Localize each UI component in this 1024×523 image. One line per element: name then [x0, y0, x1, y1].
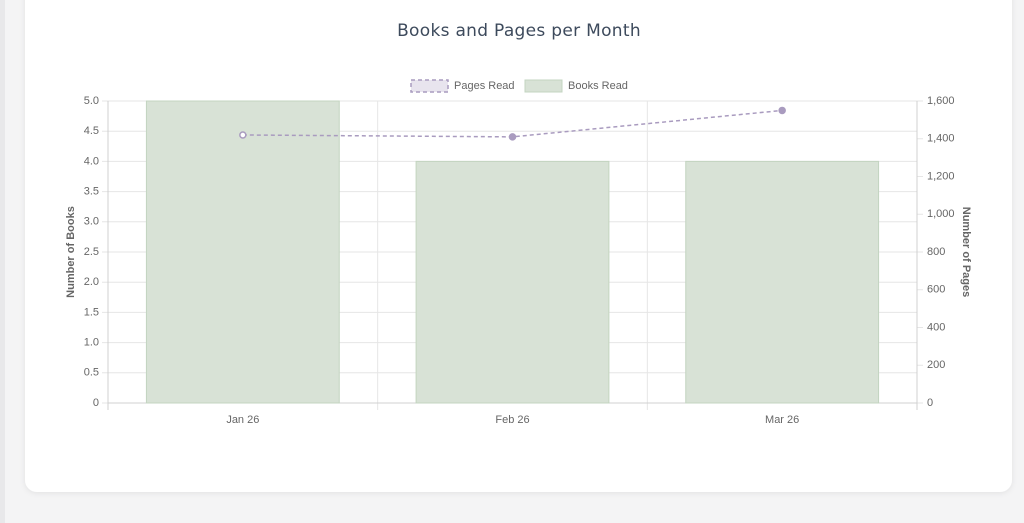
- legend-label: Books Read: [568, 80, 628, 92]
- chart-title: Books and Pages per Month: [397, 21, 641, 41]
- y-tick-label: 4.0: [84, 155, 99, 167]
- y-tick-label: 4.5: [84, 125, 99, 137]
- legend-swatch: [524, 79, 563, 93]
- y-tick-label: 3.0: [84, 216, 99, 228]
- x-tick-label: Mar 26: [765, 414, 799, 426]
- x-tick-label: Feb 26: [495, 414, 529, 426]
- y2-tick-label: 1,000: [927, 208, 955, 220]
- sidebar-edge: [0, 0, 5, 523]
- y2-tick-label: 0: [927, 397, 933, 409]
- y2-tick-label: 600: [927, 284, 945, 296]
- y2-tick-label: 200: [927, 359, 945, 371]
- y-tick-label: 2.0: [84, 276, 99, 288]
- y-tick-label: 3.5: [84, 186, 99, 198]
- bar: [685, 160, 880, 404]
- point: [778, 106, 786, 115]
- y-tick-label: 1.0: [84, 337, 99, 349]
- y2-tick-label: 1,200: [927, 170, 955, 182]
- point: [508, 133, 517, 141]
- y-tick-label: 0.5: [84, 367, 99, 379]
- y-tick-label: 2.5: [84, 246, 99, 258]
- legend-label: Pages Read: [454, 80, 515, 92]
- x-tick-label: Jan 26: [226, 414, 259, 426]
- y-tick-label: 0: [93, 397, 99, 409]
- y2-axis-title: Number of Pages: [960, 207, 972, 297]
- bar: [145, 100, 340, 404]
- y2-tick-label: 400: [927, 321, 945, 333]
- legend-swatch: [410, 79, 449, 93]
- point: [239, 131, 247, 139]
- y-tick-label: 1.5: [84, 306, 99, 318]
- y-tick-label: 5.0: [84, 95, 99, 107]
- bar: [415, 160, 610, 404]
- y2-tick-label: 1,600: [927, 95, 955, 107]
- y-axis-title: Number of Books: [65, 206, 77, 298]
- y2-tick-label: 1,400: [927, 133, 955, 145]
- y2-tick-label: 800: [927, 246, 945, 258]
